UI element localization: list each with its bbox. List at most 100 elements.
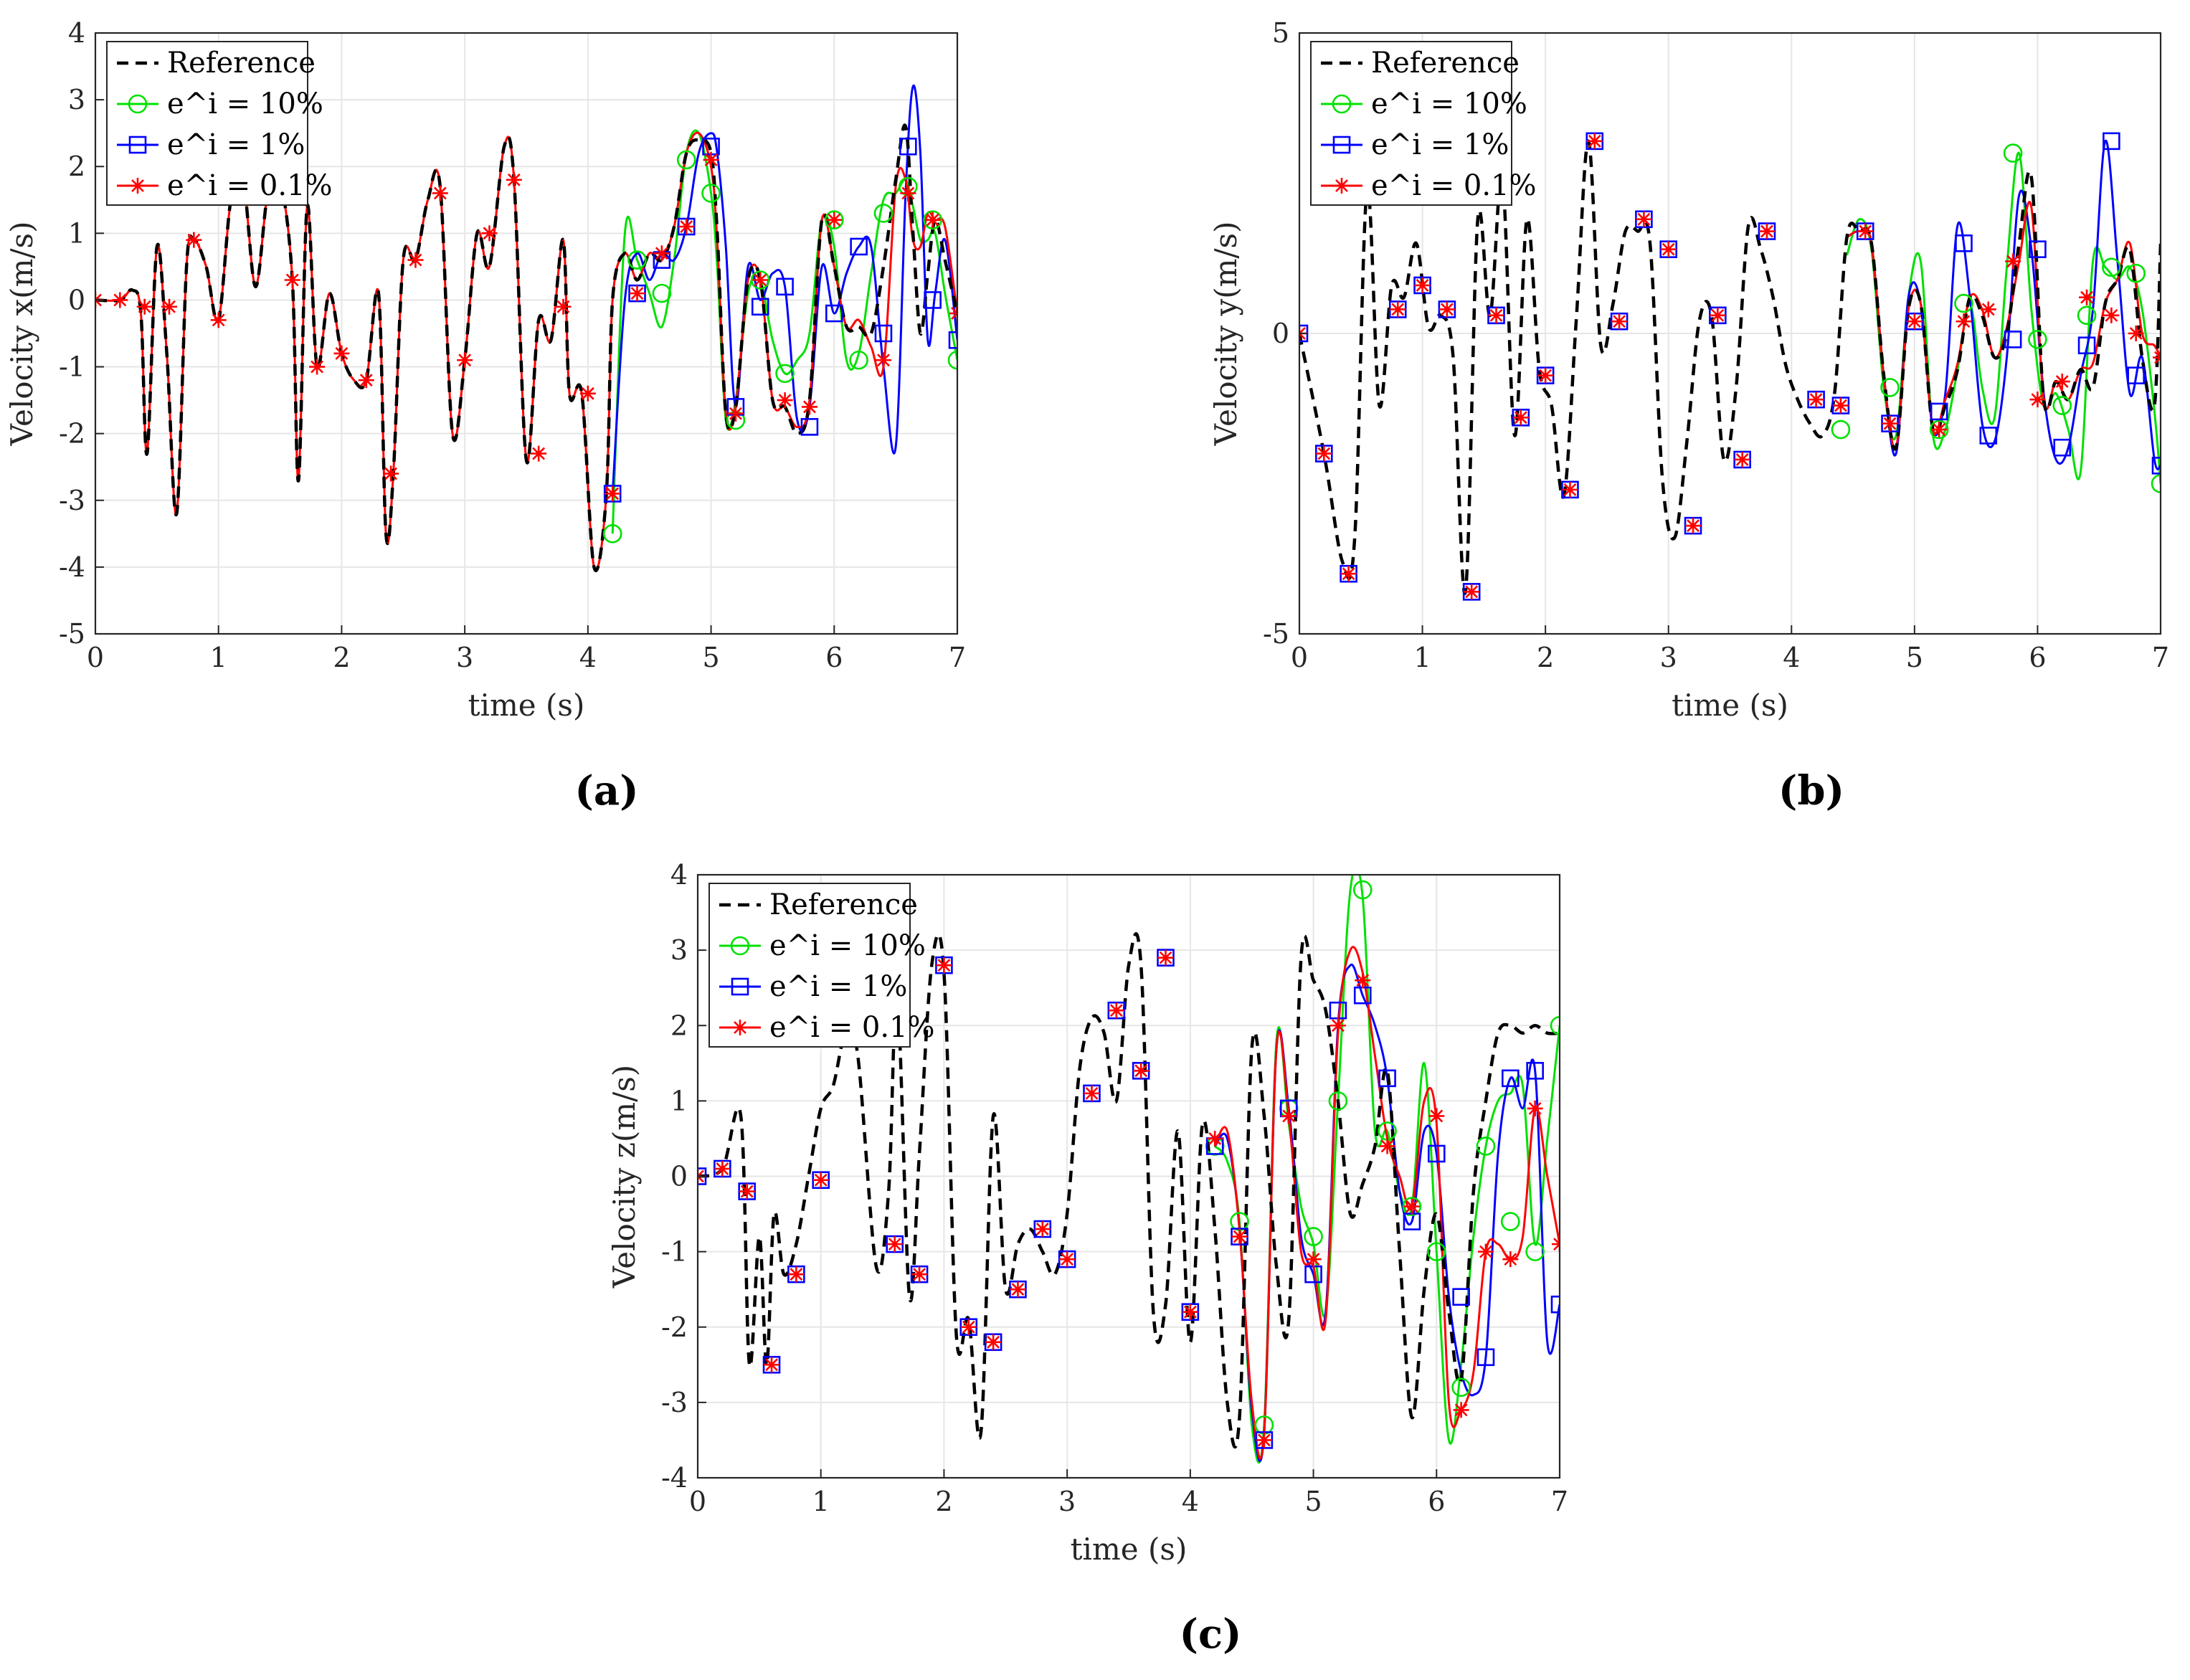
legend-reference-label: Reference: [1371, 47, 1520, 80]
marker-e01: [1316, 445, 1332, 462]
marker-e1: [825, 304, 843, 323]
marker-e01: [579, 385, 596, 402]
marker-e1: [948, 331, 957, 349]
marker-e1: [1955, 234, 1973, 252]
marker-e01: [605, 485, 621, 502]
reference-line: [1299, 139, 2161, 595]
marker-e01: [1390, 301, 1406, 318]
marker-e10: [602, 524, 622, 544]
y-tick-label: -4: [661, 1462, 688, 1494]
marker-e01: [875, 352, 891, 369]
y-tick-label: 4: [68, 17, 85, 49]
y-axis-label: Velocity z(m/s): [607, 1065, 642, 1289]
legend-marker-e1: [1332, 136, 1351, 154]
x-tick-label: 4: [1783, 642, 1800, 673]
marker-e1: [2053, 438, 2072, 457]
marker-e01: [1956, 313, 1972, 330]
marker-e01: [924, 212, 941, 228]
marker-e01: [812, 1172, 829, 1188]
marker-e1: [2127, 366, 2145, 384]
marker-e01: [1906, 313, 1923, 330]
reference-line: [95, 123, 957, 573]
marker-e01: [1256, 1432, 1272, 1448]
x-tick-label: 7: [1551, 1486, 1568, 1517]
marker-e01: [1502, 1251, 1519, 1268]
marker-e1: [2151, 457, 2161, 475]
y-tick-label: 3: [68, 84, 85, 115]
marker-e01: [1438, 301, 1455, 318]
marker-e01: [407, 252, 424, 268]
marker-e10: [652, 283, 672, 303]
marker-e10: [1550, 1015, 1560, 1035]
marker-e01: [531, 445, 547, 462]
legend-reference-label: Reference: [769, 888, 918, 921]
marker-e01: [1182, 1304, 1198, 1320]
x-tick-label: 1: [1413, 642, 1431, 673]
marker-e01: [911, 1266, 928, 1283]
marker-e01: [727, 405, 744, 422]
marker-e01: [432, 185, 448, 201]
y-tick-label: -5: [1263, 618, 1289, 650]
marker-e01: [1464, 584, 1480, 600]
panel-label: (b): [1778, 767, 1844, 815]
y-tick-label: 1: [670, 1085, 688, 1116]
marker-e01: [678, 219, 695, 235]
legend-marker-e10: [730, 936, 750, 956]
marker-e01: [1207, 1130, 1223, 1147]
marker-e10: [1880, 378, 1900, 397]
marker-e01: [1586, 133, 1603, 149]
marker-e1: [1452, 1288, 1470, 1306]
legend-label-e01: e^i = 0.1%: [1371, 169, 1537, 202]
legend-label-e01: e^i = 0.1%: [167, 169, 333, 202]
axes-box: [94, 32, 959, 635]
marker-e01: [900, 185, 916, 201]
marker-e10: [1426, 1242, 1446, 1261]
x-tick-label: 1: [812, 1486, 830, 1517]
marker-e10: [2077, 305, 2097, 326]
x-tick-label: 0: [689, 1486, 706, 1517]
series-line-e01: [1213, 946, 1560, 1460]
marker-e01: [1882, 415, 1898, 432]
marker-e01: [764, 1357, 780, 1373]
marker-e10: [627, 250, 647, 270]
marker-e10: [1501, 1212, 1520, 1231]
legend-box: [708, 883, 911, 1048]
y-tick-label: -2: [661, 1311, 688, 1343]
y-tick-label: 2: [68, 151, 85, 182]
marker-e01: [788, 1266, 805, 1283]
x-tick-label: 0: [87, 642, 104, 673]
marker-e01: [1305, 1251, 1322, 1268]
marker-e01: [1453, 1402, 1469, 1418]
legend-box: [106, 41, 308, 206]
x-tick-label: 2: [1537, 642, 1554, 673]
marker-e01: [481, 225, 498, 242]
legend-label-e1: e^i = 1%: [167, 128, 305, 161]
marker-e01: [1477, 1243, 1494, 1260]
x-tick-label: 3: [1058, 1486, 1076, 1517]
y-tick-label: -3: [661, 1387, 688, 1418]
legend-label-e1: e^i = 1%: [769, 970, 907, 1003]
y-tick-label: -3: [59, 485, 85, 516]
x-tick-label: 6: [2029, 642, 2046, 673]
x-axis-label: time (s): [1672, 688, 1788, 723]
marker-e01: [1403, 1198, 1420, 1215]
marker-e1: [1930, 402, 1948, 421]
marker-e01: [1931, 422, 1948, 438]
x-tick-label: 7: [949, 642, 966, 673]
marker-e01: [186, 232, 202, 248]
marker-e1: [1476, 1348, 1495, 1367]
legend: Reference e^i = 10% e^i = 1% e^i = 0.1%: [1310, 41, 1537, 206]
marker-e01: [1527, 1100, 1543, 1116]
y-axis-label: Velocity y(m/s): [1208, 222, 1243, 447]
marker-e10: [2003, 143, 2023, 163]
marker-e01: [506, 171, 522, 188]
marker-e01: [1710, 307, 1726, 323]
marker-e10: [1831, 419, 1851, 440]
y-tick-label: 2: [670, 1010, 688, 1041]
marker-e10: [1352, 880, 1373, 900]
y-tick-label: -2: [59, 418, 85, 450]
x-tick-label: 4: [1182, 1486, 1199, 1517]
marker-e1: [2004, 331, 2022, 348]
y-tick-label: 5: [1272, 17, 1289, 49]
